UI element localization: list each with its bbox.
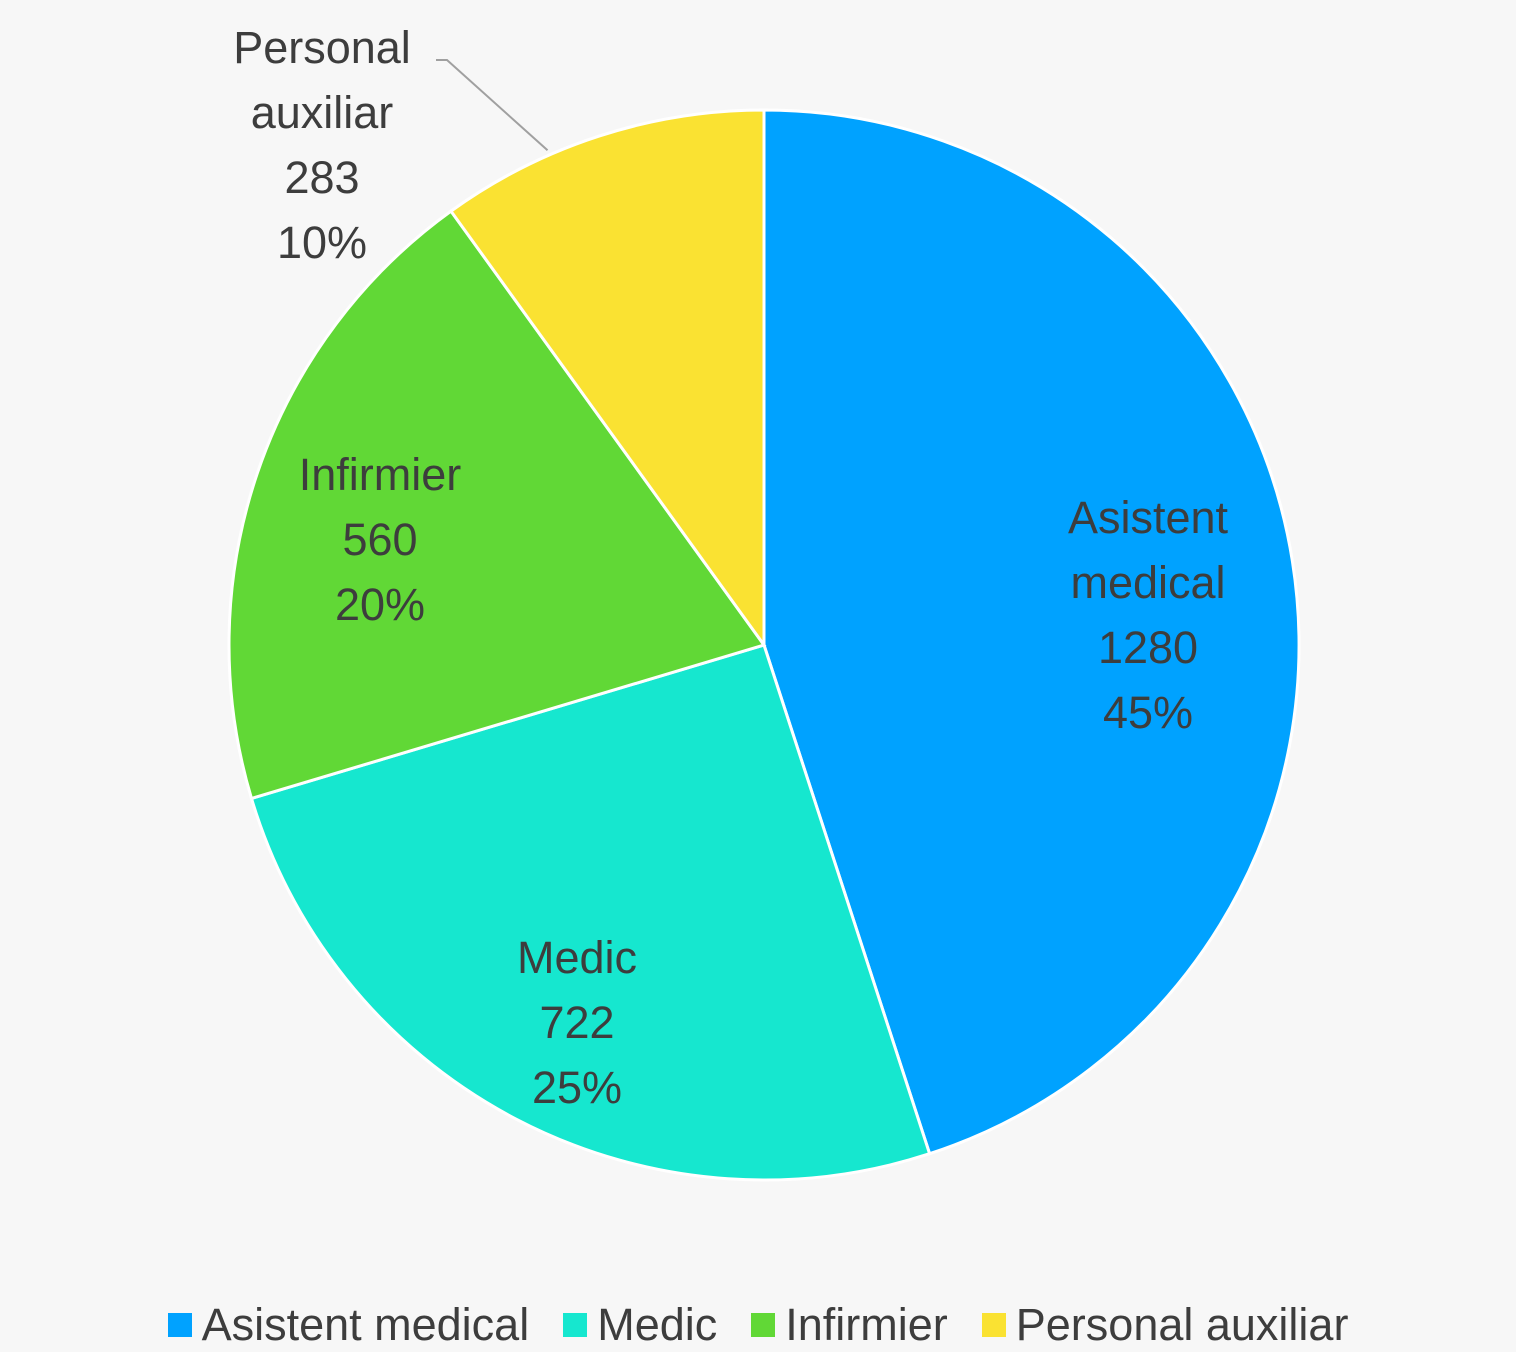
legend-swatch xyxy=(981,1313,1006,1337)
percent-label: 25% xyxy=(531,1062,623,1113)
data-label: Asistent medical 1280 45% xyxy=(1018,485,1278,745)
category-label: Asistent medical xyxy=(1067,492,1229,608)
legend-item: Medic xyxy=(563,1299,717,1351)
pie-slice xyxy=(249,643,932,1182)
value-label: 283 xyxy=(284,152,360,203)
data-label: Infirmier 560 20% xyxy=(250,442,510,637)
legend-item: Infirmier xyxy=(751,1299,948,1351)
category-label: Medic xyxy=(516,932,638,983)
category-label: Infirmier xyxy=(298,449,462,500)
pie-slice xyxy=(762,108,1301,1156)
legend-item: Asistent medical xyxy=(167,1299,530,1351)
legend-swatch xyxy=(563,1313,588,1337)
legend-item: Personal auxiliar xyxy=(981,1299,1349,1351)
pie-slice xyxy=(227,209,767,801)
legend-swatch xyxy=(167,1313,192,1337)
legend: Asistent medical Medic Infirmier Personal a… xyxy=(0,1298,1516,1352)
value-label: 560 xyxy=(342,514,418,565)
pie-slice xyxy=(448,108,766,650)
legend-label: Medic xyxy=(597,1299,718,1350)
chart xyxy=(227,59,1301,1182)
legend-label: Personal auxiliar xyxy=(1015,1299,1349,1350)
legend-label: Asistent medical xyxy=(201,1299,530,1350)
percent-label: 45% xyxy=(1102,687,1194,738)
value-label: 722 xyxy=(539,997,615,1048)
data-label: Medic 722 25% xyxy=(447,925,707,1120)
legend-label: Infirmier xyxy=(785,1299,948,1350)
value-label: 1280 xyxy=(1097,622,1199,673)
leader-line xyxy=(436,59,549,152)
category-label: Personal auxiliar xyxy=(233,22,411,138)
legend-swatch xyxy=(751,1313,776,1337)
percent-label: 20% xyxy=(334,579,426,630)
percent-label: 10% xyxy=(276,217,368,268)
data-label: Personal auxiliar 283 10% xyxy=(202,15,442,275)
